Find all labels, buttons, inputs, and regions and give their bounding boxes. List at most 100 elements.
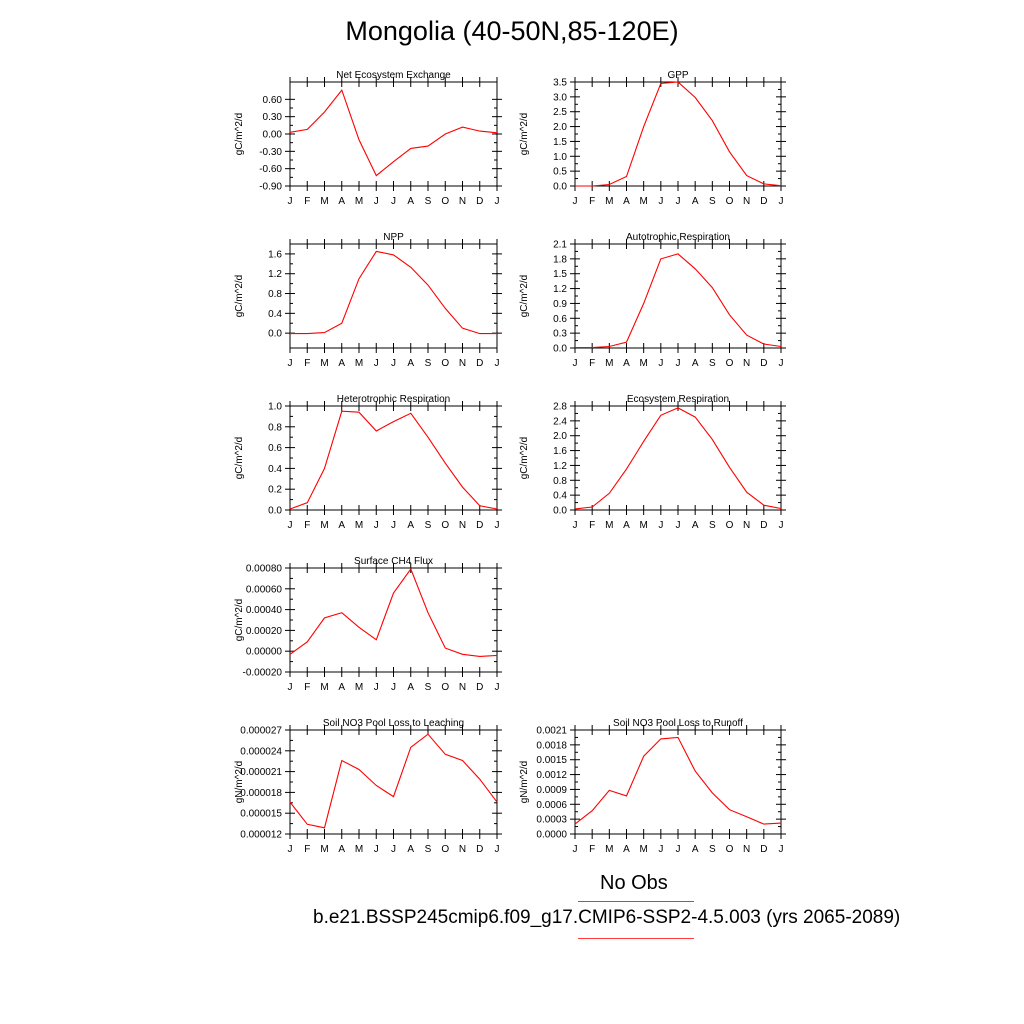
x-tick-label: F [304, 196, 310, 207]
y-tick-label: 1.6 [268, 249, 282, 260]
x-tick-label: N [459, 358, 466, 369]
x-tick-label: J [495, 358, 500, 369]
plot-frame [574, 81, 782, 187]
x-tick-label: M [355, 682, 363, 693]
x-tick-label: J [573, 358, 578, 369]
x-tick-label: O [726, 520, 734, 531]
y-tick-label: 0.0000 [536, 830, 567, 841]
x-tick-label: A [623, 844, 630, 855]
x-tick-label: D [476, 844, 483, 855]
x-tick-label: S [425, 520, 432, 531]
series-line [575, 253, 782, 349]
x-tick-label: J [495, 844, 500, 855]
y-tick-label: -0.90 [259, 182, 282, 193]
y-tick-label: 0.000015 [240, 809, 282, 820]
y-tick-label: 1.2 [553, 461, 567, 472]
legend-obs-line [578, 901, 694, 902]
x-tick-label: J [288, 520, 293, 531]
y-tick-label: 0.0 [553, 182, 567, 193]
x-tick-label: J [573, 844, 578, 855]
series-line [575, 81, 782, 187]
y-tick-label: 0.6 [268, 443, 282, 454]
x-tick-label: M [320, 520, 328, 531]
x-tick-label: F [589, 196, 595, 207]
y-tick-label: 0.0009 [536, 785, 567, 796]
x-tick-label: M [320, 844, 328, 855]
y-tick-label: 2.5 [553, 107, 567, 118]
y-tick-label: 0.6 [553, 314, 567, 325]
y-tick-label: 0.0015 [536, 755, 567, 766]
x-tick-label: A [407, 520, 414, 531]
x-tick-label: O [726, 358, 734, 369]
y-tick-label: 0.9 [553, 299, 567, 310]
panel-title: Soil NO3 Pool Loss to Leaching [323, 718, 464, 729]
x-tick-label: F [304, 520, 310, 531]
x-tick-label: S [709, 358, 716, 369]
y-tick-label: 0.0018 [536, 740, 567, 751]
x-tick-label: J [658, 358, 663, 369]
y-tick-label: 0.000024 [240, 746, 282, 757]
x-tick-label: J [676, 358, 681, 369]
y-axis-label: gC/m^2/d [519, 113, 530, 156]
series-line [574, 407, 782, 510]
x-tick-label: M [639, 520, 647, 531]
x-tick-label: A [338, 844, 345, 855]
x-tick-label: N [459, 682, 466, 693]
y-tick-label: 0.2 [268, 485, 282, 496]
x-tick-label: M [605, 520, 613, 531]
y-tick-label: 0.000012 [240, 830, 282, 841]
y-tick-label: 0.00060 [246, 584, 283, 595]
x-tick-label: D [476, 682, 483, 693]
y-tick-label: 0.4 [268, 464, 282, 475]
x-tick-label: F [589, 844, 595, 855]
legend-obs-label: No Obs [600, 872, 668, 894]
x-tick-label: A [338, 196, 345, 207]
x-tick-label: A [692, 844, 699, 855]
x-tick-label: S [425, 358, 432, 369]
x-tick-label: A [407, 196, 414, 207]
panel-title: GPP [667, 70, 688, 81]
x-tick-label: S [425, 682, 432, 693]
x-tick-label: J [391, 196, 396, 207]
y-tick-label: 0.8 [553, 476, 567, 487]
y-tick-label: 0.60 [263, 95, 283, 106]
x-tick-label: J [779, 520, 784, 531]
y-tick-label: 0.00040 [246, 605, 283, 616]
x-tick-label: S [709, 196, 716, 207]
x-tick-label: F [589, 520, 595, 531]
x-tick-label: N [743, 358, 750, 369]
panel-title: Autotrophic Respiration [626, 232, 730, 243]
y-tick-label: 1.8 [553, 254, 567, 265]
y-tick-label: -0.30 [259, 147, 282, 158]
y-tick-label: 0.000021 [240, 767, 282, 778]
x-tick-label: A [692, 358, 699, 369]
y-tick-label: 2.4 [553, 416, 567, 427]
y-tick-label: 0.00020 [246, 626, 283, 637]
x-tick-label: A [338, 520, 345, 531]
x-tick-label: J [391, 520, 396, 531]
x-tick-label: A [338, 682, 345, 693]
y-tick-label: 3.0 [553, 92, 567, 103]
x-tick-label: S [425, 196, 432, 207]
x-tick-label: J [495, 196, 500, 207]
x-tick-label: J [658, 844, 663, 855]
y-tick-label: 1.5 [553, 137, 567, 148]
x-tick-label: J [779, 196, 784, 207]
y-tick-label: 0.8 [268, 289, 282, 300]
x-tick-label: A [692, 196, 699, 207]
series-line [289, 567, 498, 657]
series-line [290, 250, 497, 335]
x-tick-label: O [441, 682, 449, 693]
x-tick-label: N [743, 520, 750, 531]
x-tick-label: J [288, 682, 293, 693]
legend-model-label: b.e21.BSSP245cmip6.f09_g17.CMIP6-SSP2-4.… [313, 907, 901, 928]
x-tick-label: F [589, 358, 595, 369]
x-tick-label: J [288, 844, 293, 855]
